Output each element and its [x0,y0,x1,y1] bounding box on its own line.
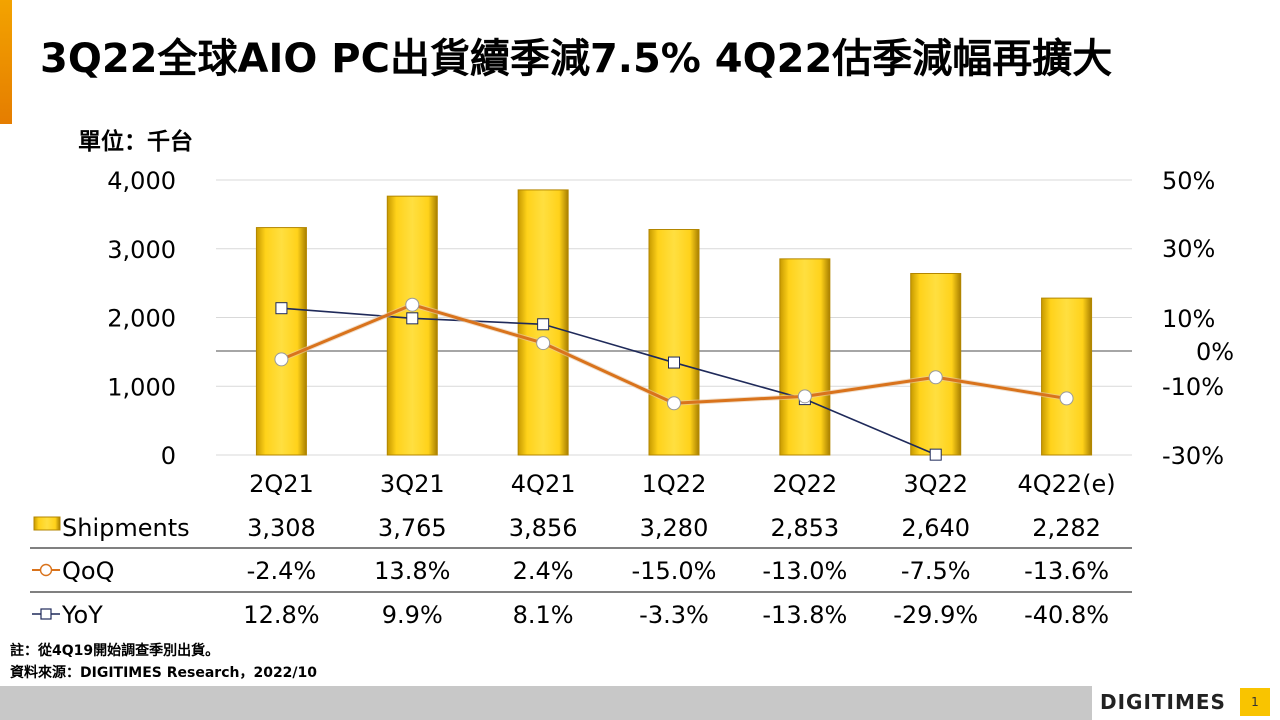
qoq-point-2Q22 [797,389,812,404]
y-right-tick-label: 50% [1162,167,1215,195]
data-label-yoy: -3.3% [639,601,709,629]
y-right-tick-label: 0% [1196,338,1234,366]
bar-3Q21 [386,195,438,456]
x-tick-label: 3Q22 [903,470,968,498]
data-label-qoq: -15.0% [632,557,717,585]
legend-label-yoy: YoY [61,601,103,629]
y-left-tick-label: 0 [161,442,176,470]
data-label-qoq: -13.6% [1024,557,1109,585]
yoy-point-3Q21 [406,312,419,325]
chart: 0 1,000 2,000 3,000 4,000 -30% -10% 0% 10% 30% 50%… [30,167,1234,629]
data-label-yoy: 12.8% [243,601,319,629]
data-label-yoy: -29.9% [893,601,978,629]
page-title: 3Q22全球AIO PC出貨續季減7.5% 4Q22估季減幅再擴大 [40,36,1113,82]
legend-key-yoy-marker [40,608,52,620]
x-tick-label: 2Q22 [773,470,838,498]
y-left-tick-label: 3,000 [107,236,176,264]
yoy-point-3Q22 [929,448,942,461]
data-label-yoy: 8.1% [513,601,574,629]
y-left-tick-label: 1,000 [107,373,176,401]
page-number: 1 [1240,688,1270,716]
legend-label-qoq: QoQ [62,557,114,585]
yoy-point-4Q21 [537,318,550,331]
data-label-yoy: 9.9% [382,601,443,629]
data-label-qoq: 2.4% [513,557,574,585]
bar-1Q22 [648,229,700,456]
yoy-line [281,307,937,456]
bar-2Q22 [779,258,831,456]
note-text: 註：從4Q19開始調查季別出貨。 [10,643,220,659]
bar-4Q22(e) [1041,297,1093,456]
bar-2Q21 [255,227,307,456]
bar-3Q22 [910,273,962,456]
data-label-shipments: 3,280 [640,514,709,542]
data-label-shipments: 2,853 [770,514,839,542]
qoq-point-2Q21 [274,352,289,367]
x-tick-label: 1Q22 [642,470,707,498]
qoq-point-4Q22(e) [1059,391,1074,406]
accent-bar [0,0,12,124]
x-tick-label: 3Q21 [380,470,445,498]
y-right-tick-label: -30% [1162,442,1224,470]
source-text: 資料來源：DIGITIMES Research，2022/10 [10,665,318,681]
y-right-tick-label: -10% [1162,373,1224,401]
data-label-shipments: 3,308 [247,514,316,542]
digitimes-logo: DIGITIMES [1100,690,1226,714]
qoq-point-3Q21 [405,297,420,312]
qoq-point-4Q21 [536,336,551,351]
data-label-qoq: 13.8% [374,557,450,585]
yoy-point-2Q21 [275,302,288,315]
data-label-qoq: -13.0% [762,557,847,585]
legend-label-shipments: Shipments [62,514,190,542]
qoq-point-1Q22 [667,396,681,411]
x-tick-label: 4Q21 [511,470,576,498]
yoy-point-1Q22 [668,356,680,369]
y-right-tick-label: 10% [1162,305,1215,333]
y-left-tick-label: 2,000 [107,305,176,333]
data-label-shipments: 2,282 [1032,514,1101,542]
data-label-qoq: -2.4% [247,557,317,585]
footer-band [0,686,1280,720]
qoq-point-3Q22 [928,370,943,385]
x-tick-label: 4Q22(e) [1017,470,1115,498]
x-tick-label: 2Q21 [249,470,314,498]
legend-key-qoq-marker [39,563,53,577]
data-label-qoq: -7.5% [901,557,971,585]
data-label-yoy: -40.8% [1024,601,1109,629]
legend-key-shipments [33,516,61,531]
data-label-yoy: -13.8% [762,601,847,629]
y-left-tick-label: 4,000 [107,167,176,195]
data-label-shipments: 3,765 [378,514,447,542]
unit-label: 單位：千台 [78,129,193,155]
data-label-shipments: 2,640 [901,514,970,542]
data-label-shipments: 3,856 [509,514,578,542]
y-right-tick-label: 30% [1162,235,1215,263]
